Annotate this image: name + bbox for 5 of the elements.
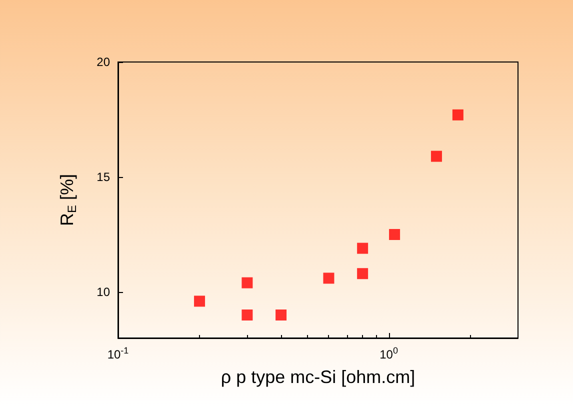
y-tick-label: 15 [96,170,110,184]
y-tick-label: 20 [96,55,110,69]
y-tick-label: 10 [96,285,110,299]
y-axis-title: RE [%] [57,174,79,226]
x-axis-title: ρ p type mc-Si [ohm.cm] [220,367,416,387]
